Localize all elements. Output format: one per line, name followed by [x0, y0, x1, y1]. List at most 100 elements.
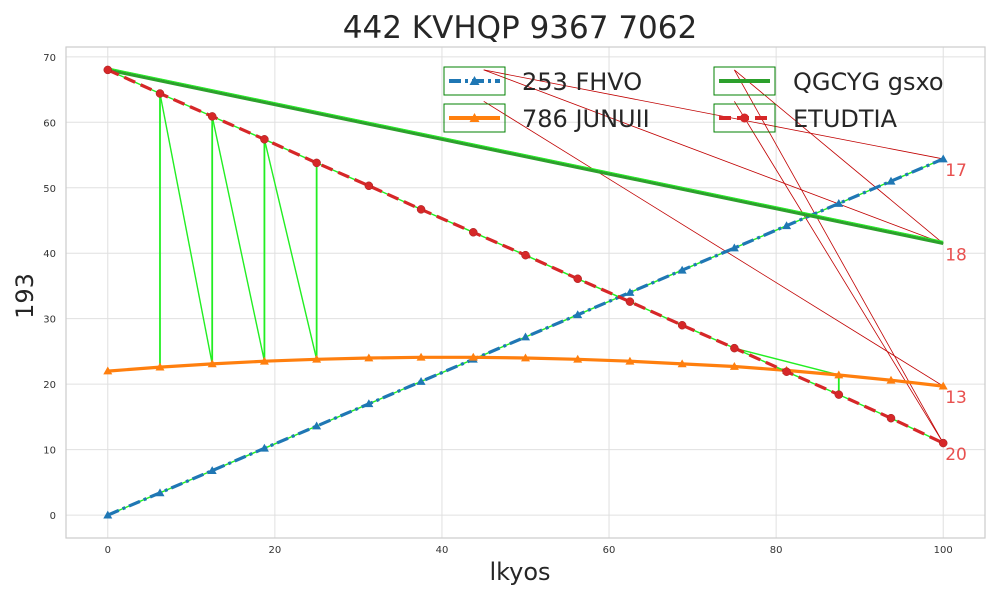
end-labels: 17 13 18 20: [945, 161, 967, 465]
legend-swatch-box-786-junuii: [443, 103, 506, 133]
y-tick-label: 50: [43, 184, 56, 195]
tick-labels: 0 20 40 60 80 100 0 10 20 30 40 50 60 70: [43, 53, 953, 556]
series-etudtia-point: [573, 274, 582, 284]
series-layer: [103, 65, 948, 519]
y-tick-label: 0: [50, 511, 56, 522]
series-786-junuii-point: [103, 366, 113, 375]
series-etudtia-point: [469, 228, 478, 237]
series-etudtia-point: [730, 343, 739, 353]
series-etudtia-point: [364, 181, 374, 191]
plot-frame: [65, 46, 986, 539]
x-tick-label: 80: [770, 545, 783, 556]
series-etudtia-point: [782, 367, 791, 376]
series-etudtia-point: [260, 135, 269, 144]
series-etudtia-end-label: 20: [945, 445, 967, 465]
series-etudtia-point: [625, 297, 635, 306]
red-annotation-line: [483, 69, 944, 160]
legend-marker-786-junuii: [469, 113, 480, 122]
series-786-junuii-point: [259, 356, 269, 365]
series-786-junuii-point: [834, 370, 844, 379]
series-253-fhvo-point: [886, 176, 896, 185]
red-annotation-line: [483, 100, 944, 387]
series-786-junuii-point: [416, 352, 426, 361]
series-etudtia-point: [155, 89, 165, 98]
series-253-fhvo-point: [416, 377, 426, 385]
x-tick-label: 60: [603, 545, 616, 556]
series-253-fhvo-point: [521, 332, 530, 341]
series-786-junuii-point: [207, 359, 217, 368]
series-253-fhvo-point: [155, 488, 165, 497]
legend-swatch-box-qgcyg-gsxo: [713, 66, 776, 96]
legend-label-qgcyg-gsxo: QGCYG gsxo: [793, 68, 944, 96]
x-tick-label: 0: [105, 545, 111, 556]
green-diagonal-line: [734, 347, 839, 376]
series-253-fhvo-point: [782, 221, 792, 230]
x-tick-label: 100: [934, 545, 953, 556]
legend-label-etudtia: ETUDTIA: [793, 105, 898, 133]
series-qgcyg-gsxo-end-label: 18: [945, 245, 967, 265]
series-253-fhvo-end-label: 17: [945, 161, 967, 181]
x-axis-label: lkyos: [489, 558, 550, 586]
series-253-fhvo-point: [677, 265, 687, 274]
series-786-junuii-end-label: 13: [945, 388, 967, 408]
chart-title: 442 KVHQP 9367 7062: [343, 10, 697, 46]
red-annotation-line: [483, 69, 944, 244]
legend-swatch-box-etudtia: [713, 103, 776, 133]
series-253-fhvo-point: [938, 154, 948, 163]
series-etudtia-point: [103, 65, 113, 75]
series-253-fhvo-point: [207, 466, 217, 474]
series-etudtia-point: [886, 413, 896, 423]
series-786-junuii-point: [521, 353, 530, 362]
y-tick-label: 10: [43, 446, 56, 457]
series-qgcyg-gsxo-edge: [107, 67, 944, 242]
series-etudtia-point: [312, 158, 321, 168]
legend-marker-253-fhvo: [469, 76, 480, 85]
y-axis-label: 193: [11, 273, 39, 319]
series-etudtia-point: [521, 250, 530, 260]
series-786-junuii-point: [573, 354, 583, 363]
series-786-junuii-point: [312, 354, 322, 363]
x-tick-label: 20: [268, 545, 281, 556]
green-diagonal-line: [159, 93, 213, 364]
series-786-junuii-point: [364, 353, 374, 362]
green-diagonal-line: [211, 116, 266, 362]
legend-label-253-fhvo: 253 FHVO: [522, 68, 642, 96]
legend: 253 FHVO 786 JUNUII QGCYG gsxo ETUDTIA: [443, 66, 944, 133]
series-etudtia-point: [416, 205, 426, 214]
series-etudtia-point: [207, 112, 217, 121]
series-786-junuii-point: [938, 381, 948, 390]
series-etudtia-point: [677, 320, 687, 330]
annotations: [159, 69, 944, 444]
legend-swatch-box-253-fhvo: [443, 66, 506, 96]
y-tick-label: 60: [43, 118, 56, 129]
series-786-junuii-point: [625, 356, 635, 365]
series-253-fhvo-point: [834, 198, 844, 207]
y-tick-label: 20: [43, 380, 56, 391]
series-786-junuii-point: [729, 361, 739, 370]
series-etudtia-point: [938, 438, 948, 448]
series-qgcyg-gsxo-line: [107, 68, 944, 245]
series-253-fhvo-point: [729, 243, 739, 252]
series-253-fhvo-point: [312, 421, 322, 430]
legend-marker-etudtia: [740, 113, 749, 123]
series-253-fhvo-point: [259, 443, 269, 452]
series-253-fhvo-point: [625, 288, 635, 296]
y-tick-label: 40: [43, 249, 56, 260]
red-annotation-line: [734, 69, 944, 244]
legend-label-786-junuii: 786 JUNUII: [522, 105, 650, 133]
series-786-junuii-point: [886, 375, 896, 384]
series-786-junuii-point: [468, 352, 478, 361]
green-diagonal-line: [263, 139, 318, 360]
red-annotation-line: [734, 101, 944, 444]
series-etudtia-point: [834, 390, 844, 399]
y-tick-label: 70: [43, 53, 56, 64]
x-tick-label: 40: [436, 545, 449, 556]
series-786-junuii-point: [155, 362, 165, 371]
series-253-fhvo-point: [364, 399, 374, 408]
series-786-junuii-point: [677, 359, 687, 368]
series-253-fhvo-point: [103, 510, 113, 519]
series-253-fhvo-point: [573, 310, 583, 319]
y-tick-label: 30: [43, 315, 56, 326]
